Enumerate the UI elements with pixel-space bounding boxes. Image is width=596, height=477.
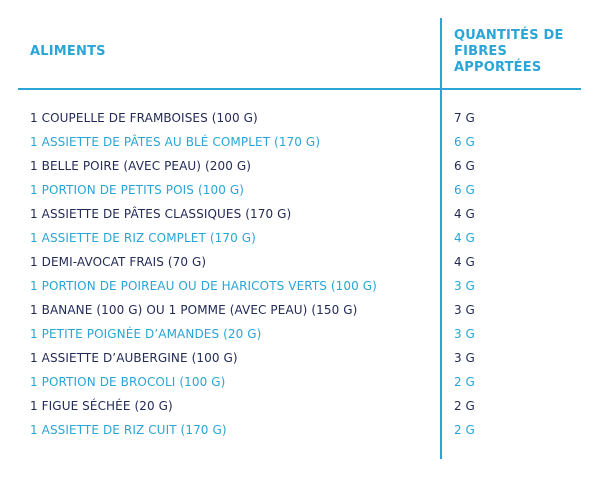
column-header-fiber: QUANTITÉS DE FIBRES APPORTÉES xyxy=(454,28,584,76)
food-cell: 1 ASSIETTE D’AUBERGINE (100 G) xyxy=(30,351,238,365)
table-row: 1 PETITE POIGNÉE D’AMANDES (20 G) 3 G xyxy=(0,324,596,348)
table-row: 1 ASSIETTE DE PÂTES AU BLÉ COMPLET (170 … xyxy=(0,132,596,156)
column-header-fiber-line3: APPORTÉES xyxy=(454,60,542,75)
column-header-fiber-line2: FIBRES xyxy=(454,44,508,59)
table-row: 1 ASSIETTE DE RIZ COMPLET (170 G) 4 G xyxy=(0,228,596,252)
table-row: 1 COUPELLE DE FRAMBOISES (100 G) 7 G xyxy=(0,108,596,132)
fiber-cell: 2 G xyxy=(454,375,475,389)
food-cell: 1 ASSIETTE DE PÂTES CLASSIQUES (170 G) xyxy=(30,207,292,221)
food-cell: 1 ASSIETTE DE RIZ COMPLET (170 G) xyxy=(30,231,256,245)
fiber-cell: 4 G xyxy=(454,255,475,269)
fiber-cell: 3 G xyxy=(454,327,475,341)
table-row: 1 BANANE (100 G) OU 1 POMME (AVEC PEAU) … xyxy=(0,300,596,324)
food-cell: 1 DEMI-AVOCAT FRAIS (70 G) xyxy=(30,255,207,269)
fiber-cell: 2 G xyxy=(454,423,475,437)
food-cell: 1 FIGUE SÉCHÉE (20 G) xyxy=(30,399,173,413)
food-cell: 1 BELLE POIRE (AVEC PEAU) (200 G) xyxy=(30,159,252,173)
table-row: 1 DEMI-AVOCAT FRAIS (70 G) 4 G xyxy=(0,252,596,276)
column-header-food: ALIMENTS xyxy=(30,44,106,59)
fiber-cell: 6 G xyxy=(454,135,475,149)
food-cell: 1 ASSIETTE DE PÂTES AU BLÉ COMPLET (170 … xyxy=(30,135,321,149)
column-divider xyxy=(440,18,442,459)
fiber-cell: 6 G xyxy=(454,183,475,197)
table-row: 1 PORTION DE PETITS POIS (100 G) 6 G xyxy=(0,180,596,204)
table-body: 1 COUPELLE DE FRAMBOISES (100 G) 7 G 1 A… xyxy=(0,108,596,444)
fiber-cell: 3 G xyxy=(454,351,475,365)
food-cell: 1 COUPELLE DE FRAMBOISES (100 G) xyxy=(30,111,258,125)
table-row: 1 ASSIETTE DE RIZ CUIT (170 G) 2 G xyxy=(0,420,596,444)
table-row: 1 BELLE POIRE (AVEC PEAU) (200 G) 6 G xyxy=(0,156,596,180)
fiber-cell: 6 G xyxy=(454,159,475,173)
food-cell: 1 ASSIETTE DE RIZ CUIT (170 G) xyxy=(30,423,227,437)
header-divider xyxy=(18,88,581,90)
table-row: 1 ASSIETTE DE PÂTES CLASSIQUES (170 G) 4… xyxy=(0,204,596,228)
fiber-cell: 7 G xyxy=(454,111,475,125)
food-cell: 1 PORTION DE PETITS POIS (100 G) xyxy=(30,183,245,197)
food-cell: 1 PORTION DE POIREAU OU DE HARICOTS VERT… xyxy=(30,279,377,293)
fiber-cell: 3 G xyxy=(454,303,475,317)
food-cell: 1 PORTION DE BROCOLI (100 G) xyxy=(30,375,226,389)
column-header-fiber-line1: QUANTITÉS DE xyxy=(454,28,564,43)
fiber-cell: 2 G xyxy=(454,399,475,413)
table-row: 1 FIGUE SÉCHÉE (20 G) 2 G xyxy=(0,396,596,420)
fiber-cell: 3 G xyxy=(454,279,475,293)
fiber-cell: 4 G xyxy=(454,207,475,221)
food-cell: 1 BANANE (100 G) OU 1 POMME (AVEC PEAU) … xyxy=(30,303,358,317)
table-row: 1 PORTION DE BROCOLI (100 G) 2 G xyxy=(0,372,596,396)
fiber-cell: 4 G xyxy=(454,231,475,245)
food-cell: 1 PETITE POIGNÉE D’AMANDES (20 G) xyxy=(30,327,262,341)
table-row: 1 PORTION DE POIREAU OU DE HARICOTS VERT… xyxy=(0,276,596,300)
table-row: 1 ASSIETTE D’AUBERGINE (100 G) 3 G xyxy=(0,348,596,372)
